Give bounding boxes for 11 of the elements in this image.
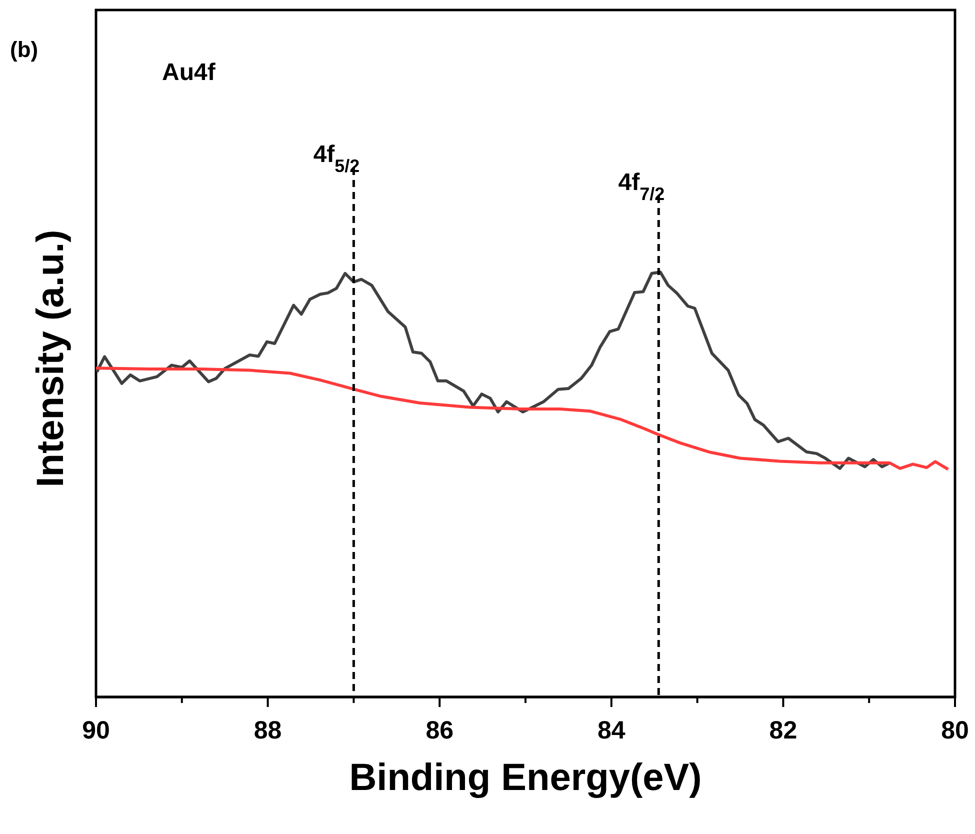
x-tick-label: 86 xyxy=(426,716,454,744)
ref-line-label: 4f$_{5/2}$ xyxy=(313,141,360,176)
text: (b) xyxy=(10,37,38,62)
x-axis-title: Binding Energy(eV) xyxy=(349,757,702,799)
x-tick-label: 82 xyxy=(769,716,798,744)
x-tick-label: 80 xyxy=(941,716,969,744)
text: Au4f xyxy=(162,59,216,86)
x-tick-label: 88 xyxy=(254,716,282,744)
y-axis-title: Intensity (a.u.) xyxy=(30,230,72,488)
x-tick-label: 90 xyxy=(82,716,110,744)
x-tick-label: 84 xyxy=(597,716,626,744)
